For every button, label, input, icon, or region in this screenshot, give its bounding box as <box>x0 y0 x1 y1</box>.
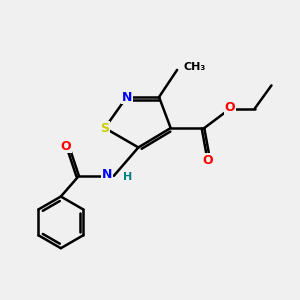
Text: S: S <box>100 122 109 134</box>
Text: H: H <box>123 172 132 182</box>
Text: O: O <box>225 101 236 114</box>
Text: N: N <box>102 168 112 181</box>
Text: O: O <box>203 154 214 167</box>
Text: CH₃: CH₃ <box>184 62 206 72</box>
Text: N: N <box>122 91 132 103</box>
Text: O: O <box>61 140 71 153</box>
